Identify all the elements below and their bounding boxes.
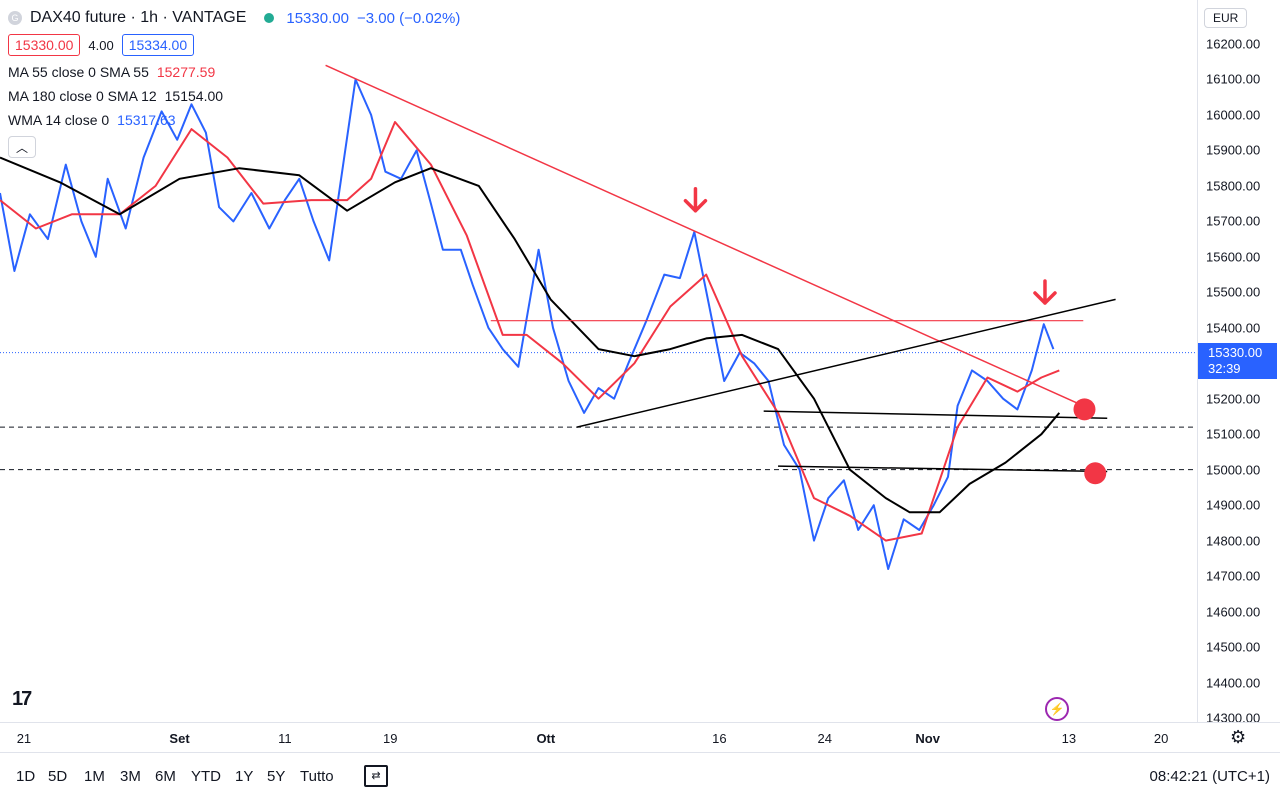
y-tick-label: 16000.00	[1206, 107, 1261, 123]
last-price-label: 15330.00 32:39	[1198, 343, 1277, 379]
x-tick-label: 13	[1061, 731, 1077, 746]
timeframe-button-6m[interactable]: 6M	[155, 768, 176, 785]
time-axis[interactable]: 21 Set 11 19 Ott 16 24 Nov 13 20 ⚙	[0, 722, 1280, 753]
price-change: −3.00 (−0.02%)	[356, 9, 461, 27]
y-tick-label: 14900.00	[1206, 497, 1261, 513]
x-tick-label: 21	[16, 731, 32, 746]
currency-selector[interactable]: EUR	[1204, 8, 1248, 28]
timeframe-button-1y[interactable]: 1Y	[235, 768, 254, 785]
x-tick-label: 16	[712, 731, 727, 746]
price-axis[interactable]: EUR 16200.00 16100.00 16000.00 15900.00 1580…	[1197, 0, 1280, 726]
y-tick-label: 14700.00	[1206, 568, 1261, 584]
chart-area[interactable]: G DAX40 future · 1h · VANTAGE 15330.00 −…	[0, 0, 1197, 722]
timeframe-button-5d[interactable]: 5D	[48, 768, 68, 785]
tradingview-logo-icon[interactable]: 17	[12, 688, 32, 710]
spread-value: 4.00	[88, 37, 114, 53]
chevron-up-icon: ︿	[15, 140, 28, 155]
y-tick-label: 15000.00	[1206, 462, 1261, 478]
sell-button[interactable]: 15330.00	[8, 34, 81, 56]
x-tick-label: 20	[1153, 731, 1169, 746]
timeframe-button-3m[interactable]: 3M	[120, 768, 141, 785]
y-tick-label: 14800.00	[1206, 533, 1261, 549]
y-tick-label: 14500.00	[1206, 639, 1261, 655]
chart-legend: G DAX40 future · 1h · VANTAGE 15330.00 −…	[8, 6, 460, 158]
arrow-down-icon	[1033, 279, 1057, 305]
indicator-value: 15154.00	[164, 88, 224, 104]
timeframe-button-1d[interactable]: 1D	[16, 768, 36, 785]
x-tick-label: Nov	[915, 731, 940, 746]
trendline-0	[325, 64, 1084, 407]
last-price: 15330.00	[286, 9, 349, 27]
bid-ask-row: 15330.00 4.00 15334.00	[8, 30, 460, 60]
timeframe-button-5y[interactable]: 5Y	[267, 768, 286, 785]
marker-dot-2	[1073, 398, 1096, 421]
y-tick-label: 16100.00	[1206, 71, 1261, 87]
x-tick-label: Ott	[536, 731, 556, 746]
indicator-value: 15277.59	[156, 64, 216, 80]
price-chart[interactable]	[0, 0, 1197, 722]
y-tick-label: 14300.00	[1206, 710, 1261, 726]
y-tick-label: 15700.00	[1206, 213, 1261, 229]
timeframe-button-ytd[interactable]: YTD	[191, 768, 221, 785]
timeframe-button-tutto[interactable]: Tutto	[300, 768, 334, 785]
indicator-ma55[interactable]: MA 55 close 0 SMA 55 15277.59	[8, 60, 460, 84]
trendline-4	[778, 465, 1108, 473]
series-ma180	[0, 156, 1061, 514]
marker-dot-3	[1084, 462, 1107, 485]
indicator-label: WMA 14 close 0	[8, 112, 110, 128]
bolt-icon[interactable]: ⚡	[1045, 697, 1069, 721]
settings-gear-icon[interactable]: ⚙	[1230, 727, 1247, 747]
market-status-icon	[264, 13, 275, 23]
y-tick-label: 14400.00	[1206, 675, 1261, 691]
last-price-value: 15330.00	[1208, 345, 1263, 360]
symbol-title[interactable]: DAX40 future · 1h · VANTAGE	[30, 9, 247, 26]
y-tick-label: 15200.00	[1206, 391, 1261, 407]
x-tick-label: 19	[382, 731, 398, 746]
y-tick-label: 16200.00	[1206, 36, 1261, 52]
y-tick-label: 15400.00	[1206, 320, 1261, 336]
arrow-down-icon	[683, 186, 708, 213]
y-tick-label: 15500.00	[1206, 284, 1261, 300]
series-ma55	[0, 121, 1060, 542]
indicator-label: MA 180 close 0 SMA 12	[8, 88, 157, 104]
indicator-wma14[interactable]: WMA 14 close 0 15317.63	[8, 108, 460, 132]
y-tick-label: 15900.00	[1206, 142, 1261, 158]
x-tick-label: Set	[169, 731, 190, 746]
y-tick-label: 15600.00	[1206, 249, 1261, 265]
indicator-ma180[interactable]: MA 180 close 0 SMA 12 15154.00	[8, 84, 460, 108]
trendline-3	[763, 410, 1108, 419]
symbol-logo-icon: G	[8, 11, 22, 25]
trendline-2	[576, 298, 1116, 428]
x-tick-label: 11	[278, 731, 292, 746]
bar-countdown: 32:39	[1208, 361, 1241, 376]
series-price	[0, 78, 1055, 570]
indicator-value: 15317.63	[117, 112, 176, 128]
collapse-legend-button[interactable]: ︿	[8, 136, 36, 158]
buy-button[interactable]: 15334.00	[121, 34, 195, 56]
clock[interactable]: 08:42:21 (UTC+1)	[1149, 768, 1270, 785]
bottom-toolbar: 1D 5D 1M 3M 6M YTD 1Y 5Y Tutto ⇄ 08:42:21 (UTC+1…	[0, 752, 1280, 801]
indicator-label: MA 55 close 0 SMA 55	[8, 64, 149, 80]
y-tick-label: 15100.00	[1206, 426, 1261, 442]
timeframe-button-1m[interactable]: 1M	[84, 768, 105, 785]
x-tick-label: 24	[817, 731, 832, 746]
symbol-row: G DAX40 future · 1h · VANTAGE 15330.00 −…	[8, 6, 460, 30]
y-tick-label: 14600.00	[1206, 604, 1261, 620]
compare-icon[interactable]: ⇄	[364, 765, 388, 787]
y-tick-label: 15800.00	[1206, 178, 1261, 194]
